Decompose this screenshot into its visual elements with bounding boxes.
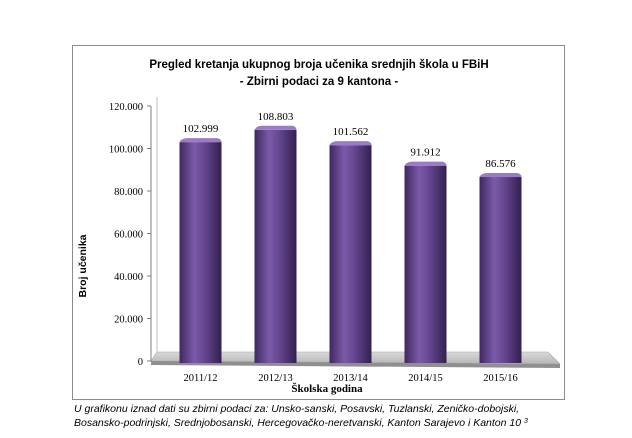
y-tick-label: 120.000	[109, 102, 143, 113]
footnote-line-2-text: Bosansko-podrinjski, Srednjobosanski, He…	[74, 417, 522, 429]
bar-top	[329, 141, 372, 146]
bar-chart: Pregled kretanja ukupnog broja učenika s…	[77, 59, 561, 395]
y-axis-label: Broj učenika	[77, 234, 89, 297]
x-tick-label: 2012/13	[258, 373, 292, 384]
data-label: 86.576	[485, 158, 516, 170]
y-tick-label: 0	[138, 357, 143, 368]
footnote-superscript: 3	[524, 418, 528, 425]
bar	[404, 165, 447, 363]
bar	[179, 142, 222, 363]
x-tick-label: 2013/14	[333, 373, 368, 384]
y-tick-label: 60.000	[114, 230, 143, 241]
x-tick-label: 2014/15	[408, 373, 442, 384]
data-label: 91.912	[410, 147, 440, 159]
bar	[479, 177, 522, 363]
x-axis-label: Školska godina	[291, 382, 363, 395]
bar	[254, 129, 297, 363]
footnote-line-1: U grafikonu iznad dati su zbirni podaci …	[74, 403, 520, 415]
x-tick-label: 2015/16	[483, 373, 517, 384]
plot-area: 0 20.000 40.000 60.000 80.000 100.000 120.000 1…	[109, 97, 561, 384]
chart-subtitle: - Zbirni podaci za 9 kantona -	[240, 76, 399, 88]
bar	[329, 145, 372, 363]
bar-top	[254, 125, 297, 130]
chart-frame: Pregled kretanja ukupnog broja učenika s…	[72, 45, 565, 400]
chart-title: Pregled kretanja ukupnog broja učenika s…	[149, 59, 488, 71]
chart-floor-edge	[151, 361, 560, 368]
y-tick-label: 80.000	[114, 187, 143, 198]
bar-top	[404, 161, 447, 166]
footnote-line-2: Bosansko-podrinjski, Srednjobosanski, He…	[74, 416, 629, 430]
y-tick-label: 40.000	[114, 272, 143, 283]
bar-top	[179, 138, 222, 143]
x-tick-label: 2011/12	[183, 373, 217, 384]
data-label: 101.562	[333, 126, 369, 138]
y-tick-label: 20.000	[114, 315, 143, 326]
footnote: U grafikonu iznad dati su zbirni podaci …	[74, 402, 629, 430]
data-label: 102.999	[183, 123, 219, 135]
bar-top	[479, 173, 522, 178]
data-label: 108.803	[258, 111, 294, 123]
y-tick-label: 100.000	[109, 145, 143, 156]
